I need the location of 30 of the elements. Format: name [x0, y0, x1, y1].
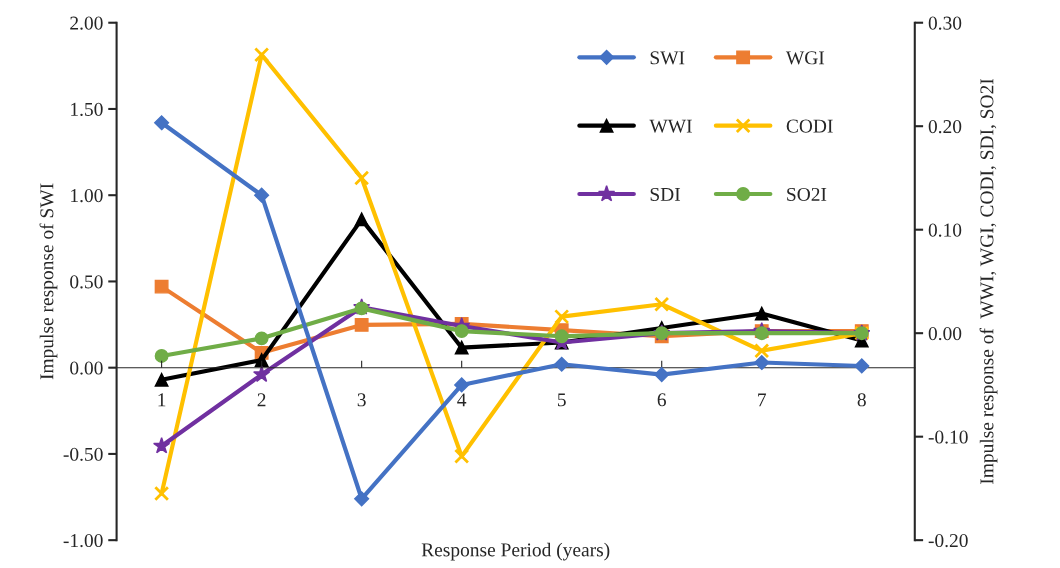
y2-tick-label: -0.20 — [928, 533, 968, 548]
y-tick-label: -1.00 — [63, 533, 103, 548]
y-tick-label: 2.00 — [70, 16, 103, 30]
legend-label: WGI — [785, 51, 825, 65]
y-tick-label: 1.50 — [71, 102, 103, 116]
y2-axis-title: Impulse response of WWI, WGI, CODI, SDI, SO2I — [979, 78, 998, 484]
x-tick-label: 6 — [657, 393, 666, 407]
x-tick-label: 4 — [457, 393, 467, 407]
legend-label: SO2I — [787, 187, 827, 201]
y2-tick-label: 0.20 — [928, 120, 962, 134]
y2-tick-label: 0.30 — [928, 16, 962, 30]
x-tick-label: 7 — [758, 393, 767, 407]
legend-label: SWI — [650, 51, 685, 65]
legend-label: CODI — [786, 119, 833, 133]
x-tick-label: 5 — [557, 393, 566, 407]
y-tick-label: 1.00 — [71, 189, 103, 203]
legend-label: SDI — [650, 187, 681, 201]
y2-tick-label: 0.10 — [928, 223, 962, 237]
x-tick-label: 1 — [158, 393, 166, 407]
x-tick-label: 2 — [257, 393, 266, 407]
y-tick-label: 0.50 — [70, 275, 103, 289]
x-tick-label: 8 — [857, 393, 866, 407]
y-axis-title: Impulse response of SWI — [39, 183, 58, 380]
y-tick-label: -0.50 — [63, 447, 103, 461]
y2-tick-label: 0.00 — [928, 327, 962, 341]
legend-label: WWI — [649, 119, 692, 133]
y-tick-label: 0.00 — [70, 361, 103, 375]
y2-tick-label: -0.10 — [928, 430, 968, 444]
x-axis-title: Response Period (years) — [421, 542, 610, 561]
x-tick-label: 3 — [357, 393, 366, 407]
